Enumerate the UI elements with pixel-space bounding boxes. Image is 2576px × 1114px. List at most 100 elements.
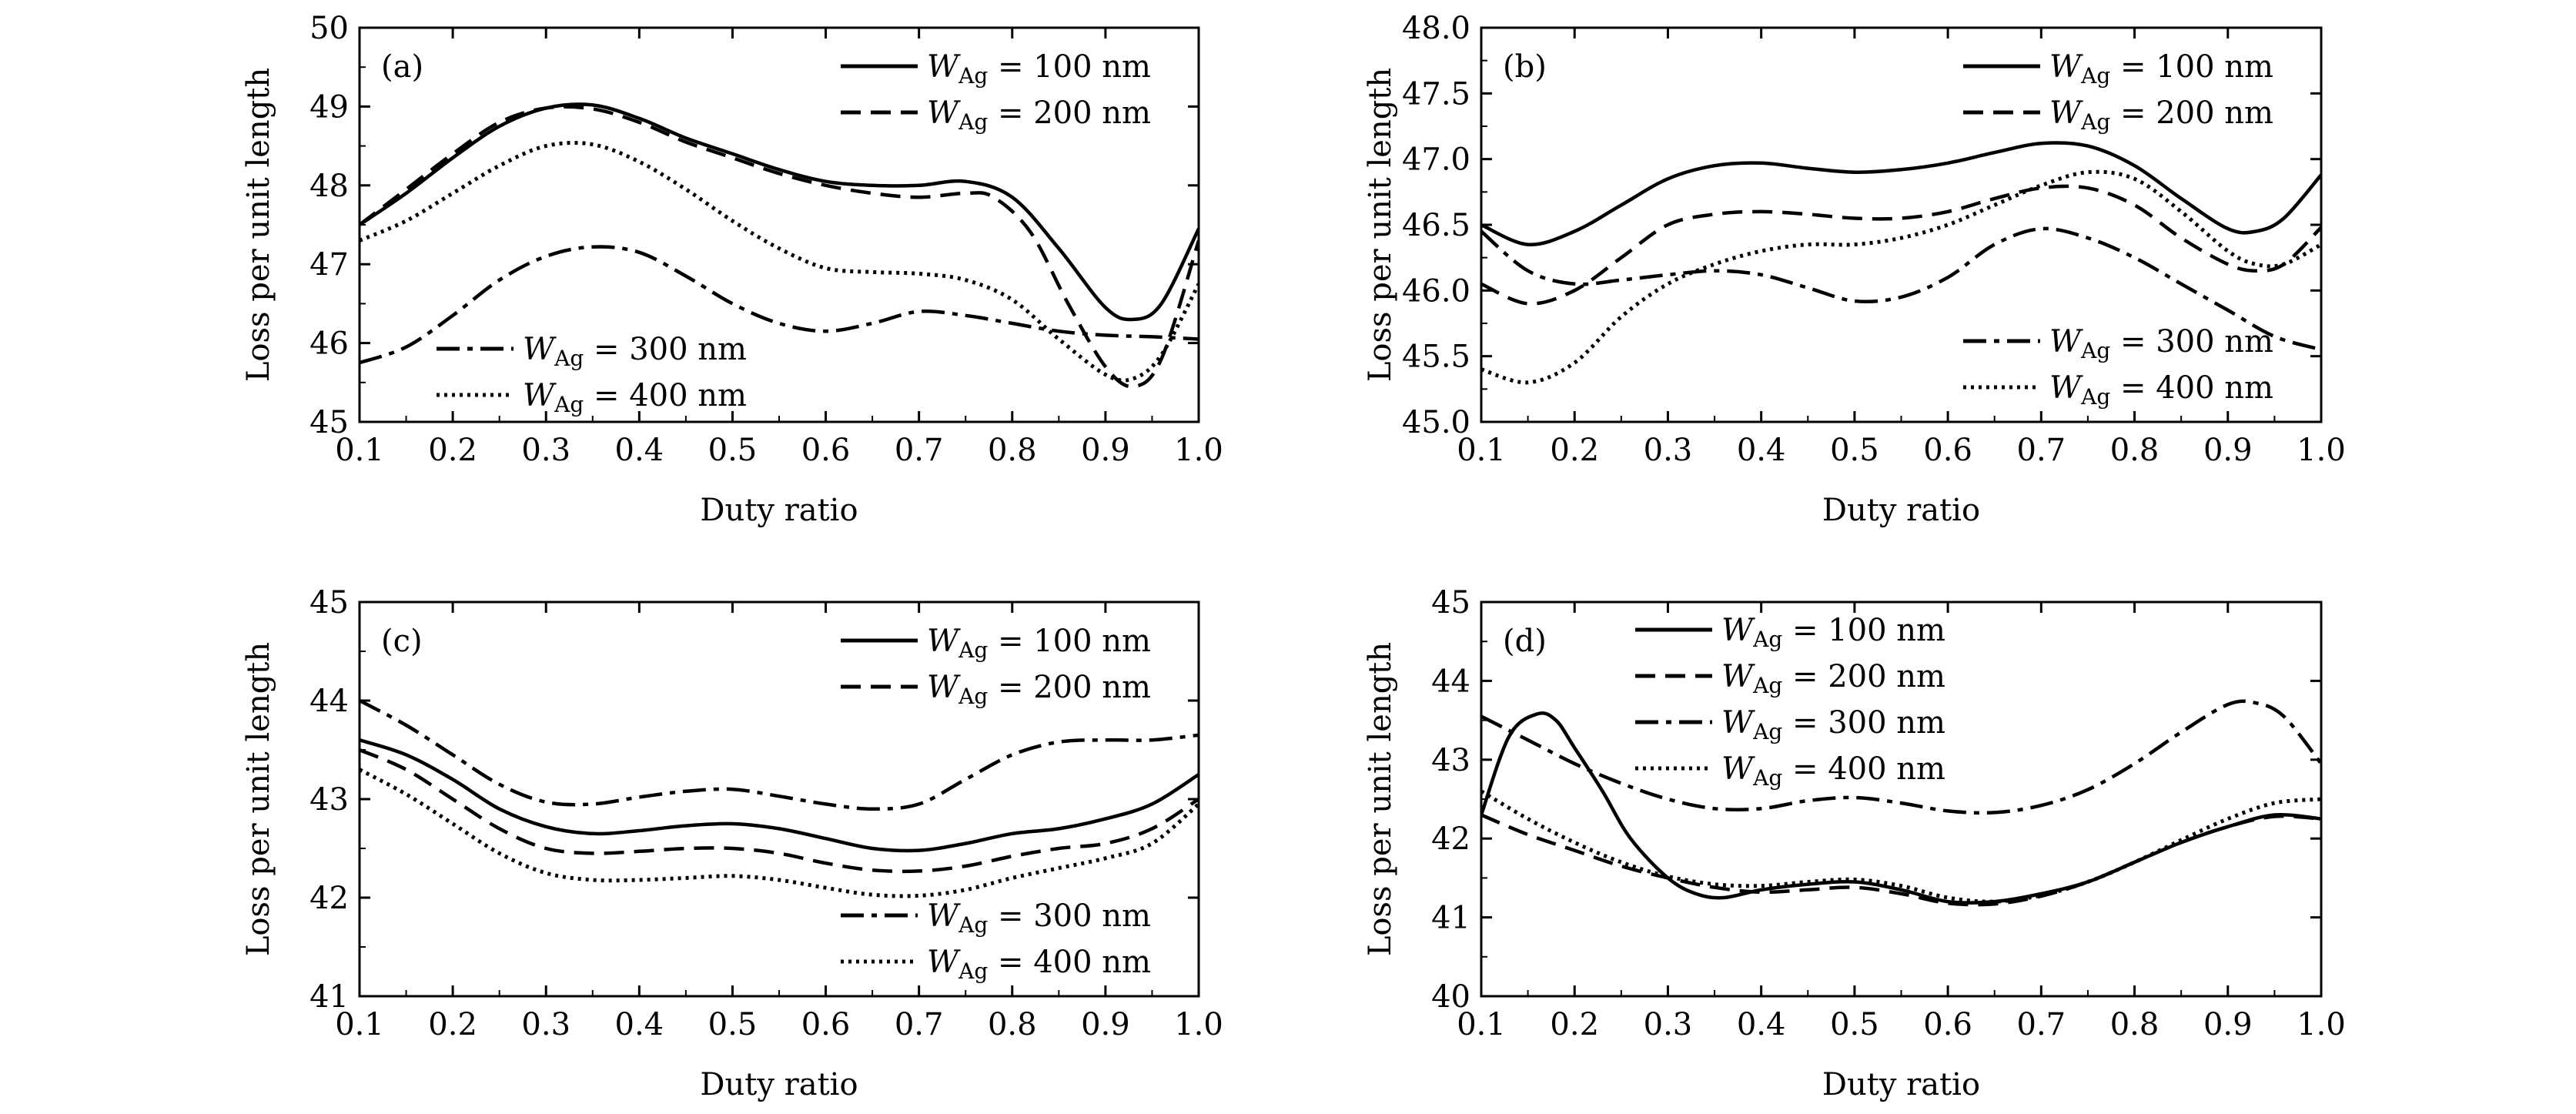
x-axis-label: Duty ratio	[700, 493, 858, 528]
y-tick-label: 42	[1431, 821, 1470, 857]
y-tick-label: 47	[309, 247, 349, 283]
panel-label: (b)	[1503, 49, 1547, 85]
x-axis-label: Duty ratio	[1822, 1067, 1980, 1102]
series-line-400nm	[360, 768, 1199, 898]
x-tick-label: 0.9	[2203, 1007, 2253, 1042]
legend-label: WAg = 100 nm	[927, 624, 1151, 663]
y-axis-label: Loss per unit length	[1363, 642, 1398, 956]
x-tick-label: 0.1	[335, 1007, 384, 1042]
x-tick-label: 0.4	[615, 433, 664, 468]
legend-item-1: WAg = 100 nm	[841, 49, 1151, 89]
x-tick-label: 0.5	[1830, 1007, 1879, 1042]
panel-label: (a)	[381, 49, 423, 85]
legend-item-4: WAg = 400 nm	[1635, 751, 1945, 791]
legend: WAg = 300 nm WAg = 400 nm	[1963, 324, 2273, 410]
legend-label: WAg = 400 nm	[927, 945, 1151, 984]
series-line-300nm	[360, 699, 1199, 811]
series-line-200nm	[360, 748, 1199, 874]
series-line-300nm	[1481, 226, 2321, 352]
x-tick-label: 0.9	[1081, 1007, 1130, 1042]
x-axis-label: Duty ratio	[1822, 493, 1980, 528]
x-tick-label: 0.3	[1644, 433, 1693, 468]
x-tick-label: 0.7	[2017, 1007, 2066, 1042]
series-line-100nm	[360, 102, 1199, 322]
x-tick-label: 0.8	[2110, 433, 2159, 468]
series-line-200nm	[360, 105, 1199, 389]
y-tick-label: 41	[309, 979, 349, 1015]
y-tick-label: 46	[309, 326, 349, 362]
y-tick-label: 44	[309, 684, 349, 719]
y-tick-label: 48	[309, 169, 349, 204]
panel-label: (c)	[381, 624, 423, 659]
x-tick-label: 0.2	[1550, 433, 1599, 468]
legend-label: WAg = 100 nm	[1721, 613, 1945, 652]
y-tick-label: 47.0	[1402, 142, 1470, 178]
x-tick-label: 1.0	[1174, 1007, 1223, 1042]
y-tick-label: 46.0	[1402, 273, 1470, 309]
series-group	[1481, 141, 2321, 385]
legend: WAg = 100 nm WAg = 200 nm WAg = 300 nm WAg …	[1635, 613, 1945, 791]
series-group	[360, 102, 1199, 389]
series-line-200nm	[1481, 813, 2321, 907]
y-tick-label: 49	[309, 89, 349, 125]
x-tick-label: 0.5	[708, 1007, 758, 1042]
y-tick-label: 50	[309, 11, 349, 46]
x-tick-label: 0.5	[708, 433, 758, 468]
x-tick-label: 0.9	[2203, 433, 2253, 468]
y-tick-label: 43	[309, 782, 349, 818]
legend: WAg = 300 nm WAg = 400 nm	[841, 898, 1151, 984]
x-tick-label: 1.0	[1174, 433, 1223, 468]
legend-label: WAg = 200 nm	[2049, 95, 2273, 135]
x-tick-label: 0.6	[1923, 1007, 1972, 1042]
series-line-300nm	[360, 245, 1199, 365]
y-tick-label: 41	[1431, 901, 1470, 936]
x-axis-label: Duty ratio	[700, 1067, 858, 1102]
y-tick-label: 42	[309, 881, 349, 916]
series-line-400nm	[360, 140, 1199, 383]
series-line-200nm	[1481, 184, 2321, 306]
y-tick-label: 40	[1431, 979, 1470, 1015]
legend-item-1: WAg = 100 nm	[1963, 49, 2273, 89]
legend-label: WAg = 200 nm	[1721, 659, 1945, 698]
panel-d: 0.1 0.2 0.3 0.4 0.5 0.6 0.7 0.8 0.9 1.0 40 41 42 43 44…	[1363, 585, 2346, 1102]
x-tick-label: 0.1	[1457, 1007, 1506, 1042]
legend-item-2: WAg = 200 nm	[841, 95, 1151, 135]
x-tick-label: 0.6	[801, 433, 851, 468]
y-axis-label: Loss per unit length	[241, 68, 276, 382]
legend-label: WAg = 200 nm	[927, 670, 1151, 709]
x-tick-label: 0.7	[895, 1007, 944, 1042]
x-tick-label: 0.6	[1923, 433, 1972, 468]
y-tick-label: 45.5	[1402, 340, 1470, 375]
x-tick-label: 0.2	[1550, 1007, 1599, 1042]
x-tick-label: 1.0	[2297, 1007, 2346, 1042]
legend-item-1: WAg = 100 nm	[841, 624, 1151, 663]
y-axis-label: Loss per unit length	[1363, 68, 1398, 382]
legend-label: WAg = 400 nm	[1721, 751, 1945, 791]
series-line-100nm	[360, 738, 1199, 853]
panel-c: 0.1 0.2 0.3 0.4 0.5 0.6 0.7 0.8 0.9 1.0 41 42 43 44 45…	[241, 585, 1223, 1102]
x-tick-label: 1.0	[2297, 433, 2346, 468]
legend-label: WAg = 200 nm	[927, 95, 1151, 135]
x-tick-label: 0.2	[428, 433, 477, 468]
series-line-100nm	[1481, 141, 2321, 246]
panel-label: (d)	[1503, 624, 1547, 659]
legend: WAg = 100 nm WAg = 200 nm	[841, 49, 1151, 135]
x-tick-label: 0.6	[801, 1007, 851, 1042]
legend-item-4: WAg = 400 nm	[437, 378, 747, 417]
legend-item-2: WAg = 200 nm	[1963, 95, 2273, 135]
legend-label: WAg = 400 nm	[2049, 370, 2273, 410]
y-tick-label: 44	[1431, 664, 1470, 699]
x-tick-label: 0.3	[521, 1007, 570, 1042]
series-line-400nm	[1481, 789, 2321, 904]
legend-item-3: WAg = 300 nm	[841, 898, 1151, 938]
legend: WAg = 300 nm WAg = 400 nm	[437, 332, 747, 417]
x-tick-label: 0.9	[1081, 433, 1130, 468]
x-tick-label: 0.1	[335, 433, 384, 468]
y-tick-label: 45	[309, 405, 349, 440]
x-tick-label: 0.3	[521, 433, 570, 468]
legend-item-3: WAg = 300 nm	[1635, 705, 1945, 744]
legend: WAg = 100 nm WAg = 200 nm	[1963, 49, 2273, 135]
series-line-100nm	[1481, 711, 2321, 905]
x-tick-label: 0.2	[428, 1007, 477, 1042]
